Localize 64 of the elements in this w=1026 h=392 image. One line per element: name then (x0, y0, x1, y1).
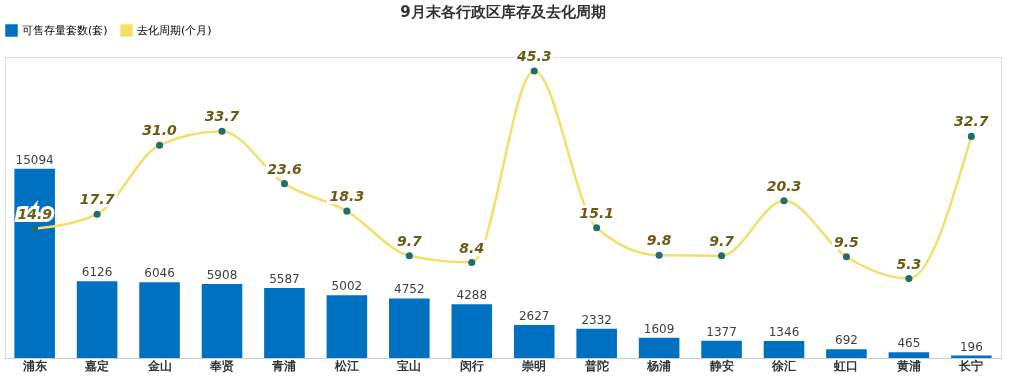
bar (451, 304, 493, 358)
data-label: 14.9 (17, 205, 53, 222)
data-label: 17.7 (79, 191, 115, 208)
data-label: 9.8 (646, 232, 672, 249)
x-tick-label: 嘉定 (85, 358, 110, 373)
x-tick-label: 长宁 (958, 358, 984, 373)
data-label: 33.7 (204, 108, 240, 125)
data-label: 18.3 (329, 188, 365, 205)
data-label: 2627 (518, 309, 550, 324)
bar (389, 298, 430, 358)
bar (513, 325, 555, 358)
data-label: 32.7 (954, 113, 989, 130)
x-tick-label: 宝山 (397, 358, 422, 373)
bar (14, 168, 55, 358)
data-label: 5.3 (896, 255, 922, 272)
x-tick-label: 普陀 (583, 358, 609, 373)
data-label: 692 (835, 333, 858, 348)
data-label: 4752 (394, 282, 425, 297)
x-tick-label: 杨浦 (646, 358, 672, 373)
bar (264, 287, 305, 358)
bar (638, 337, 680, 358)
x-tick-label: 金山 (146, 358, 172, 373)
data-label: 9.5 (834, 233, 860, 250)
x-tick-label: 闵行 (459, 358, 484, 373)
bar (701, 340, 742, 358)
x-tick-label: 松江 (333, 358, 359, 373)
legend-label: 去化周期(个月) (137, 23, 212, 37)
data-label: 1377 (706, 324, 737, 339)
data-label: 196 (959, 339, 983, 354)
bar (826, 349, 867, 358)
bar (326, 295, 368, 358)
x-tick-label: 虹口 (833, 358, 859, 373)
x-tick-label: 奉贤 (209, 358, 234, 373)
bar (888, 352, 930, 358)
legend-label: 可售存量套数(套) (22, 23, 108, 37)
data-label: 6126 (81, 265, 113, 280)
data-label: 23.6 (267, 160, 302, 177)
bar (139, 282, 180, 358)
x-tick-label: 静安 (708, 358, 734, 373)
data-label: 2332 (581, 312, 612, 327)
data-label: 9.7 (709, 232, 735, 249)
bar (763, 341, 805, 358)
bar (201, 283, 243, 358)
data-label: 1346 (768, 325, 800, 340)
bar (576, 328, 617, 358)
data-label: 5002 (331, 279, 363, 294)
chart-title: 9月末各行政区库存及去化周期 (400, 3, 606, 21)
data-label: 6046 (144, 266, 175, 281)
data-label: 1609 (643, 321, 675, 336)
data-label: 31.0 (142, 122, 178, 139)
data-label: 45.3 (515, 48, 552, 65)
data-label: 5908 (206, 267, 238, 282)
x-tick-label: 崇明 (521, 358, 547, 373)
data-label: 15094 (15, 152, 54, 167)
x-tick-label: 青浦 (271, 358, 297, 373)
x-tick-label: 黄浦 (895, 358, 921, 373)
x-tick-label: 徐汇 (771, 358, 796, 373)
data-label: 9.7 (396, 232, 422, 249)
data-label: 4288 (456, 288, 488, 303)
data-label: 20.3 (766, 177, 802, 194)
x-tick-label: 浦东 (21, 358, 47, 373)
data-label: 5587 (269, 271, 300, 286)
data-label: 465 (897, 336, 921, 351)
bar (76, 281, 118, 358)
